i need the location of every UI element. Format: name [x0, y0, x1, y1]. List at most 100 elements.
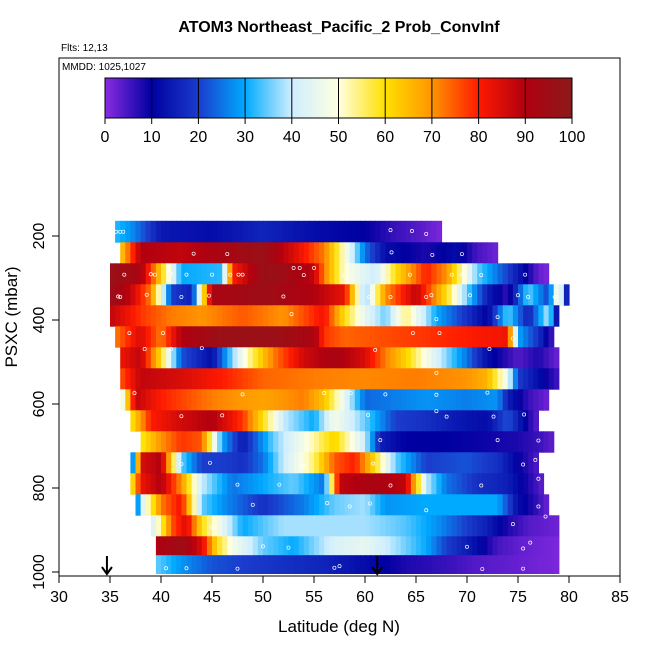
heatmap-cell	[421, 555, 427, 574]
heatmap-cell	[130, 473, 137, 495]
heatmap-cell	[395, 263, 402, 285]
heatmap-cell	[227, 452, 233, 474]
heatmap-cell	[523, 347, 529, 369]
heatmap-cell	[303, 326, 310, 348]
heatmap-cell	[217, 220, 223, 243]
heatmap-cell	[390, 284, 397, 306]
heatmap-cell	[400, 263, 407, 285]
heatmap-cell	[502, 555, 509, 574]
heatmap-cell	[538, 347, 545, 369]
heatmap-cell	[252, 263, 259, 285]
heatmap-cell	[416, 410, 422, 432]
heatmap-cell	[278, 452, 284, 474]
heatmap-cell	[217, 326, 223, 348]
heatmap-cell	[324, 515, 330, 537]
heatmap-cell	[273, 326, 279, 348]
heatmap-cell	[334, 555, 341, 574]
heatmap-cell	[446, 536, 453, 556]
heatmap-cell	[263, 431, 269, 453]
heatmap-cell	[334, 473, 341, 495]
heatmap-cell	[349, 410, 356, 432]
heatmap-cell	[400, 494, 407, 516]
heatmap-cell	[171, 431, 177, 453]
heatmap-cell	[548, 347, 555, 369]
flight-point	[169, 347, 174, 351]
flight-point	[332, 565, 337, 570]
heatmap-cell	[482, 347, 488, 369]
heatmap-cell	[130, 452, 137, 474]
heatmap-cell	[176, 536, 182, 556]
heatmap-cell	[553, 305, 560, 327]
x-tick-label: 50	[254, 589, 272, 606]
heatmap-cell	[329, 389, 335, 411]
heatmap-cell	[523, 389, 529, 411]
heatmap-cell	[140, 242, 147, 264]
heatmap-cell	[298, 326, 305, 348]
flight-point	[235, 482, 240, 487]
heatmap-cell	[359, 326, 366, 348]
flight-point	[424, 508, 429, 513]
heatmap-cell	[247, 473, 254, 495]
heatmap-cell	[467, 347, 473, 369]
heatmap-cell	[319, 305, 325, 327]
heatmap-cell	[487, 368, 494, 390]
heatmap-cell	[166, 220, 172, 243]
heatmap-cell	[324, 263, 330, 285]
heatmap-cell	[533, 515, 539, 537]
heatmap-cell	[135, 452, 142, 474]
heatmap-cell	[324, 431, 330, 453]
heatmap-cell	[492, 410, 499, 432]
colorbar-tick-label: 50	[330, 129, 348, 146]
flight-point	[491, 414, 496, 419]
heatmap-cell	[431, 389, 437, 411]
heatmap-cell	[227, 326, 233, 348]
heatmap-cell	[416, 473, 422, 495]
heatmap-cell	[257, 536, 264, 556]
heatmap-cell	[140, 452, 147, 474]
heatmap-cell	[257, 347, 264, 369]
heatmap-cell	[426, 431, 432, 453]
heatmap-cell	[227, 431, 233, 453]
heatmap-cell	[303, 284, 310, 306]
flight-point	[388, 228, 393, 233]
heatmap-cell	[176, 220, 182, 243]
heatmap-cell	[171, 263, 177, 285]
heatmap-cell	[145, 305, 152, 327]
heatmap-cell	[431, 326, 437, 348]
heatmap-cell	[273, 242, 279, 264]
heatmap-cell	[232, 326, 239, 348]
heatmap-cell	[186, 389, 193, 411]
heatmap-cell	[359, 368, 366, 390]
heatmap-cell	[155, 368, 162, 390]
heatmap-cell	[507, 536, 514, 556]
heatmap-cell	[461, 263, 468, 285]
heatmap-cell	[441, 263, 448, 285]
heatmap-cell	[227, 389, 233, 411]
heatmap-cell	[242, 305, 249, 327]
heatmap-cell	[553, 515, 560, 537]
heatmap-cell	[339, 494, 346, 516]
heatmap-cell	[344, 220, 351, 243]
heatmap-cell	[543, 515, 550, 537]
heatmap-cell	[161, 284, 167, 306]
heatmap-cell	[410, 389, 417, 411]
heatmap-cell	[426, 473, 432, 495]
heatmap-cell	[314, 347, 320, 369]
heatmap-cell	[436, 431, 443, 453]
heatmap-cell	[492, 284, 499, 306]
heatmap-cell	[538, 555, 545, 574]
heatmap-cell	[278, 305, 284, 327]
heatmap-cell	[410, 452, 417, 474]
heatmap-cell	[523, 452, 529, 474]
heatmap-cell	[130, 347, 137, 369]
heatmap-cell	[288, 494, 295, 516]
heatmap-cell	[319, 263, 325, 285]
flight-point	[325, 501, 330, 506]
x-tick-label: 55	[305, 589, 323, 606]
heatmap-cell	[263, 347, 269, 369]
heatmap-cell	[237, 494, 244, 516]
y-tick-label: 600	[31, 391, 48, 418]
heatmap-cell	[523, 263, 529, 285]
heatmap-cell	[212, 347, 218, 369]
heatmap-cell	[196, 326, 203, 348]
